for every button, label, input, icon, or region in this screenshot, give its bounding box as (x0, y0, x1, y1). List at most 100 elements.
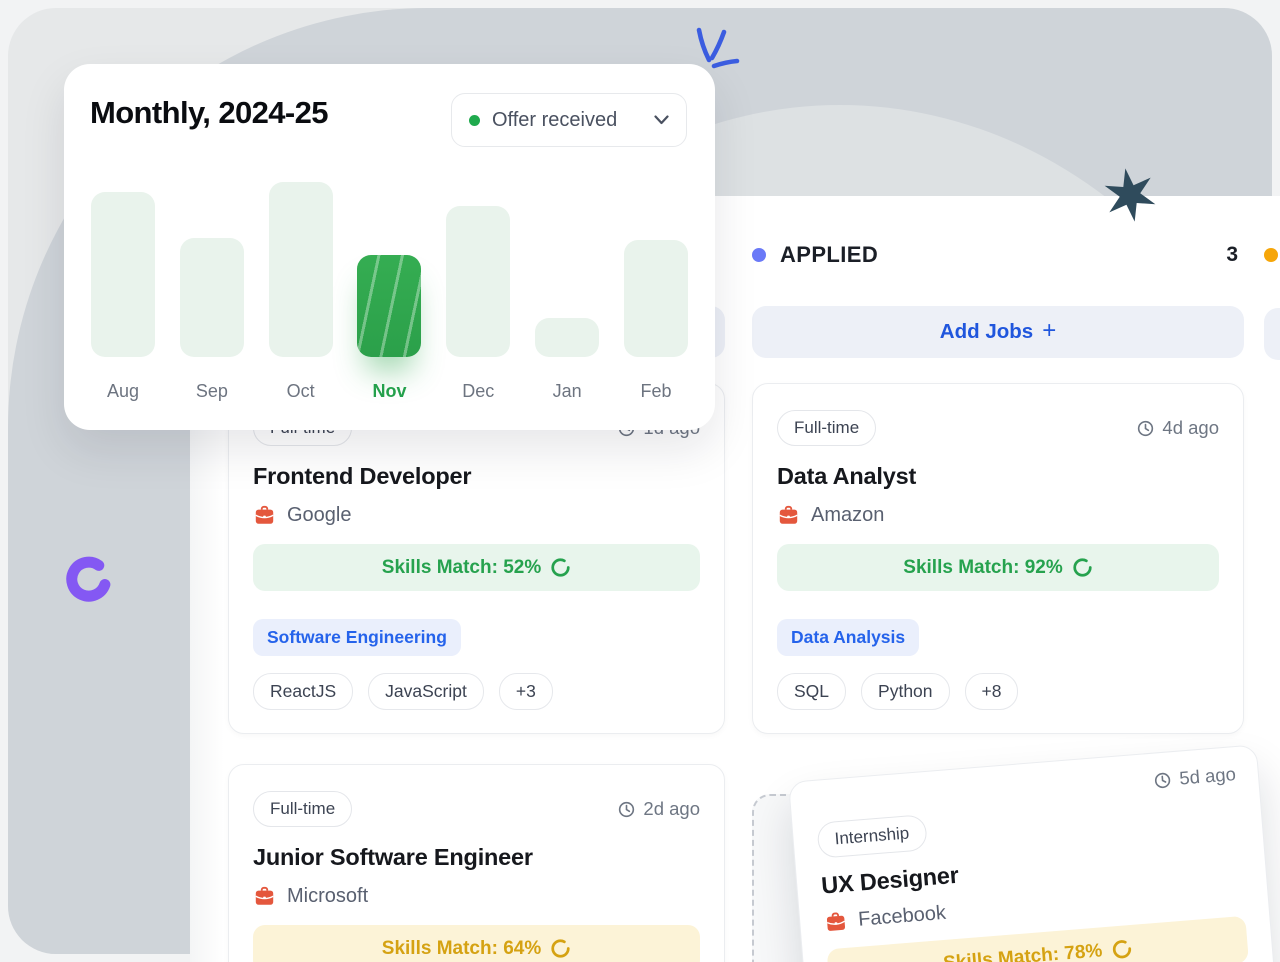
card-meta-row: Full-time 2d ago (253, 791, 700, 827)
column-header (1264, 242, 1280, 268)
skill-pills-row: SQL Python +8 (777, 673, 1219, 710)
skill-pills-row: ReactJS JavaScript +3 (253, 673, 700, 710)
bar-label-dec: Dec (462, 381, 495, 401)
add-jobs-button-applied[interactable]: Add Jobs + (752, 306, 1244, 358)
next-status-dot (1264, 248, 1278, 262)
bar-label-oct: Oct (286, 381, 315, 401)
bar-label-aug: Aug (106, 381, 140, 401)
chart-card: Monthly, 2024-25 Offer received Aug Sep Oc… (64, 64, 715, 430)
column-count: 3 (1226, 243, 1238, 266)
company-name: Facebook (857, 901, 947, 931)
bar-chart: Aug Sep Oct Nov Dec Jan Feb (91, 182, 688, 402)
job-title: Frontend Developer (253, 463, 472, 489)
card-meta-row: Full-time 4d ago (777, 410, 1219, 446)
bar-feb[interactable] (623, 240, 688, 357)
clock-icon (1155, 772, 1171, 788)
bar-label-feb: Feb (640, 381, 672, 401)
bar-column-oct: Oct (268, 182, 333, 402)
skills-match-badge: Skills Match: 78% (826, 915, 1249, 962)
briefcase-icon (255, 505, 274, 524)
bar-label-nov: Nov (372, 381, 407, 401)
column-title: APPLIED (780, 242, 879, 267)
applied-status-dot (752, 248, 766, 262)
status-filter-dropdown[interactable]: Offer received (451, 93, 687, 147)
job-title: Junior Software Engineer (253, 844, 533, 870)
bar-column-aug: Aug (91, 182, 155, 402)
column-header: APPLIED 3 (752, 242, 1244, 268)
skills-match-badge: Skills Match: 52% (253, 544, 700, 591)
posted-time: 2d ago (617, 798, 700, 820)
dragged-job-card[interactable]: Internship 5d ago UX Designer Facebook Skill… (788, 744, 1280, 962)
skills-match-badge: Skills Match: 92% (777, 544, 1219, 591)
category-tag-row: Data Analysis (777, 619, 1219, 656)
skills-match-text: Skills Match: 64% (381, 937, 542, 959)
bar-aug[interactable] (91, 192, 155, 357)
plus-icon: + (1042, 317, 1057, 344)
bar-oct[interactable] (268, 182, 333, 357)
skills-match-text: Skills Match: 52% (381, 556, 542, 578)
job-card[interactable]: Full-time 2d ago Junior Software Engineer M… (228, 764, 725, 962)
company-name: Microsoft (287, 885, 369, 907)
company-name: Amazon (811, 504, 885, 526)
clock-icon (1138, 420, 1154, 436)
add-jobs-label: Add Jobs (939, 320, 1034, 343)
company-row: Google (253, 504, 700, 527)
add-jobs-button-next[interactable] (1264, 308, 1280, 360)
card-meta-row: Internship 5d ago (815, 763, 1238, 859)
chart-header: Monthly, 2024-25 Offer received (64, 64, 715, 147)
skills-match-badge: Skills Match: 64% (253, 925, 700, 962)
skill-pill: SQL (777, 673, 847, 710)
category-tag: Software Engineering (253, 619, 461, 656)
progress-ring-icon (551, 939, 570, 958)
clock-icon (619, 801, 635, 817)
bar-column-sep: Sep (179, 182, 244, 402)
skills-match-text: Skills Match: 92% (903, 556, 1063, 578)
progress-ring-icon (551, 558, 570, 577)
job-card[interactable]: Full-time1d agoFrontend DeveloperGoogleS… (228, 383, 725, 734)
bar-column-jan: Jan (535, 182, 600, 402)
bar-jan[interactable] (535, 318, 600, 357)
briefcase-icon (826, 911, 845, 931)
sparkle-icon (696, 27, 740, 69)
progress-ring-icon (1112, 940, 1131, 959)
skills-match-text: Skills Match: 78% (942, 939, 1104, 962)
filter-label: Offer received (492, 108, 618, 131)
chart-title: Monthly, 2024-25 (90, 95, 329, 130)
briefcase-icon (779, 505, 798, 524)
company-name: Google (287, 504, 352, 526)
skill-pill: +3 (498, 673, 553, 710)
bar-label-sep: Sep (195, 381, 228, 401)
skill-pill: +8 (964, 673, 1019, 710)
bar-column-dec: Dec (446, 182, 511, 402)
category-tag: Data Analysis (777, 619, 920, 656)
employment-type-badge: Internship (816, 814, 928, 859)
bar-column-nov: Nov (357, 182, 422, 402)
skill-pill: JavaScript (368, 673, 484, 710)
employment-type-badge: Full-time (777, 410, 877, 446)
offer-received-dot (469, 114, 480, 126)
posted-time: 5d ago (1153, 763, 1237, 792)
posted-time: 4d ago (1136, 417, 1219, 439)
company-row: Amazon (777, 504, 1219, 527)
job-card[interactable]: Full-time 4d ago Data Analyst Amazon Skills … (752, 383, 1244, 734)
star-icon (1104, 168, 1156, 222)
company-row: Facebook (824, 878, 1244, 935)
bar-label-jan: Jan (552, 381, 582, 401)
chevron-down-icon (654, 115, 669, 125)
bar-dec[interactable] (446, 206, 511, 357)
company-row: Microsoft (253, 885, 700, 908)
progress-ring-icon (1073, 558, 1092, 577)
swoosh-icon (66, 556, 111, 602)
category-tag-row: Software Engineering (253, 619, 700, 656)
bar-nov[interactable] (357, 255, 422, 357)
column-next (1264, 196, 1280, 385)
briefcase-icon (255, 886, 274, 905)
employment-type-badge: Full-time (253, 791, 353, 827)
bar-sep[interactable] (179, 238, 244, 357)
bar-column-feb: Feb (623, 182, 688, 402)
skill-pill: Python (861, 673, 950, 710)
job-title: Data Analyst (777, 463, 917, 489)
skill-pill: ReactJS (253, 673, 354, 710)
kanban-board: Add Jobs + Full-time1d agoFrontend Devel… (190, 196, 1280, 962)
